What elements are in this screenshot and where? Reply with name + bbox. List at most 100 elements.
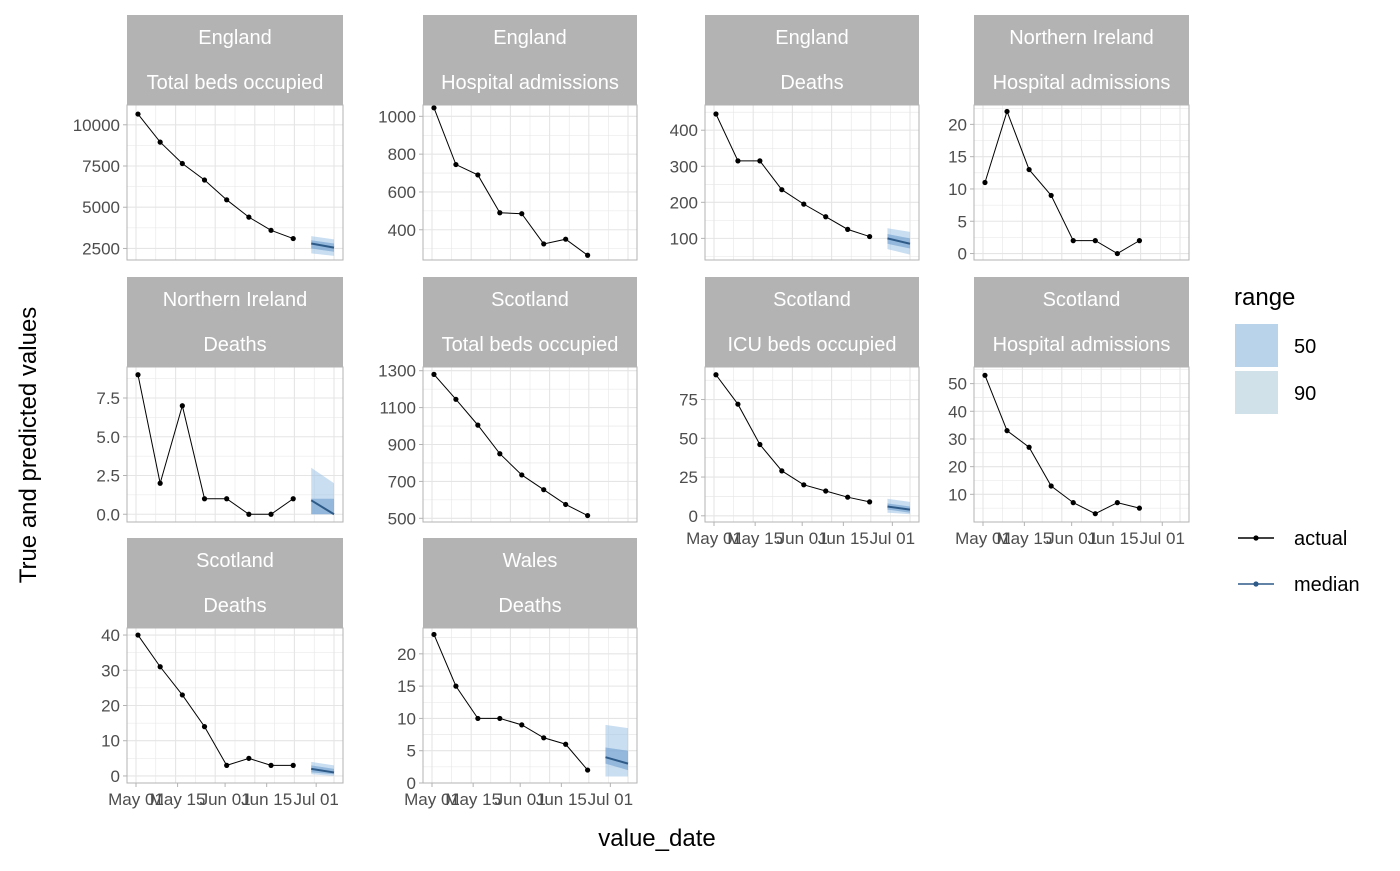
actual-point [431, 105, 437, 111]
y-tick-label: 75 [679, 391, 698, 410]
actual-point [563, 236, 569, 242]
y-tick-label: 10 [948, 485, 967, 504]
actual-point [1026, 444, 1032, 450]
y-tick-label: 25 [679, 468, 698, 487]
y-tick-label: 0 [407, 774, 416, 793]
actual-point [713, 372, 719, 378]
facet-panel: Northern Ireland Deaths 0.0 2.5 5.0 7.5 [96, 277, 344, 524]
y-axis-title: True and predicted values [15, 307, 42, 584]
facet-strip-subtitle: Deaths [498, 595, 561, 617]
actual-point [867, 499, 873, 505]
y-tick-label: 600 [388, 183, 416, 202]
facet-strip-title: England [775, 27, 848, 49]
actual-point [519, 472, 525, 478]
facet-panel: England Deaths 100 200 300 400 [670, 15, 920, 261]
y-tick-label: 2500 [82, 239, 120, 258]
actual-point [1136, 505, 1143, 511]
y-tick-label: 5.0 [96, 428, 120, 447]
actual-point [1070, 500, 1076, 506]
actual-point [246, 214, 252, 220]
panel-border [704, 366, 920, 523]
facet-strip-title: Northern Ireland [1009, 27, 1154, 49]
actual-point [157, 139, 163, 145]
legend-title: range [1234, 284, 1295, 311]
forecast-median-line [887, 505, 911, 511]
facet-strip [423, 538, 637, 628]
x-axis-title: value_date [598, 825, 715, 852]
actual-point [823, 488, 829, 494]
y-tick-label: 30 [948, 430, 967, 449]
actual-point [1070, 238, 1076, 244]
y-tick-label: 7.5 [96, 389, 120, 408]
y-tick-label: 1000 [378, 107, 416, 126]
facet-panel: Northern Ireland Hospital admissions 0 5 10 1… [948, 15, 1190, 264]
y-tick-label: 20 [101, 697, 120, 716]
actual-point [779, 187, 785, 193]
panel-border [973, 104, 1190, 261]
actual-point [801, 201, 807, 207]
actual-point [1092, 511, 1098, 517]
forecast-median-line [605, 756, 629, 765]
x-tick-label: Jul 01 [588, 790, 633, 809]
actual-point [453, 161, 459, 168]
actual-point [475, 172, 481, 178]
x-tick-label: Jun 01 [777, 529, 828, 548]
y-tick-label: 900 [388, 436, 416, 455]
actual-point [201, 724, 208, 730]
x-tick-label: Jun 15 [241, 790, 292, 809]
facet-strip [705, 277, 919, 367]
x-tick-label: May 15 [996, 529, 1052, 548]
facet-strip-subtitle: Total beds occupied [147, 72, 324, 94]
x-tick-label: Jun 15 [1087, 529, 1138, 548]
facet-strip-subtitle: Hospital admissions [441, 72, 619, 94]
facet-strip-subtitle: Hospital admissions [993, 72, 1171, 94]
y-tick-label: 20 [397, 645, 416, 664]
y-tick-label: 0.0 [96, 505, 120, 524]
x-tick-label: Jul 01 [870, 529, 915, 548]
forecast-median-line [887, 237, 911, 245]
x-tick-label: Jun 01 [1046, 529, 1097, 548]
y-tick-label: 30 [101, 661, 120, 680]
actual-point [1004, 428, 1010, 434]
x-tick-label: May 01 [404, 790, 460, 809]
forecast-median-line [311, 767, 335, 774]
actual-point [1048, 192, 1054, 199]
facet-strip-title: Scotland [1043, 289, 1121, 311]
actual-point [541, 735, 547, 741]
y-tick-label: 1300 [378, 362, 416, 381]
actual-point [290, 762, 296, 768]
panel-border [973, 366, 1190, 523]
facet-strip-title: Wales [503, 550, 558, 572]
actual-point [246, 511, 252, 517]
facet-strip-title: England [493, 27, 566, 49]
facet-strip [423, 277, 637, 367]
actual-point [431, 371, 437, 377]
panel-border [704, 104, 920, 261]
facet-strip-subtitle: ICU beds occupied [728, 334, 897, 356]
y-tick-label: 10000 [73, 116, 120, 135]
facet-strip [974, 277, 1189, 367]
y-tick-label: 50 [948, 375, 967, 394]
panel-border [126, 627, 344, 784]
facet-panel: England Total beds occupied 2500 5000 7500 10… [73, 15, 344, 261]
facet-strip-title: England [198, 27, 271, 49]
actual-point [201, 496, 208, 502]
y-tick-label: 100 [670, 229, 698, 248]
actual-series-line [433, 107, 588, 256]
y-tick-label: 50 [679, 429, 698, 448]
actual-point [845, 226, 851, 232]
actual-point [1114, 250, 1120, 257]
actual-point [135, 111, 141, 117]
y-tick-label: 15 [948, 148, 967, 167]
actual-point [246, 755, 252, 761]
panel-border [126, 366, 344, 523]
facet-strip [705, 15, 919, 105]
actual-point [541, 487, 547, 493]
x-tick-label: May 15 [445, 790, 501, 809]
legend-line-label: median [1294, 574, 1360, 596]
legend-line-label: actual [1294, 528, 1347, 550]
x-tick-label: May 01 [686, 529, 742, 548]
actual-point [290, 235, 296, 242]
actual-point [497, 715, 503, 722]
